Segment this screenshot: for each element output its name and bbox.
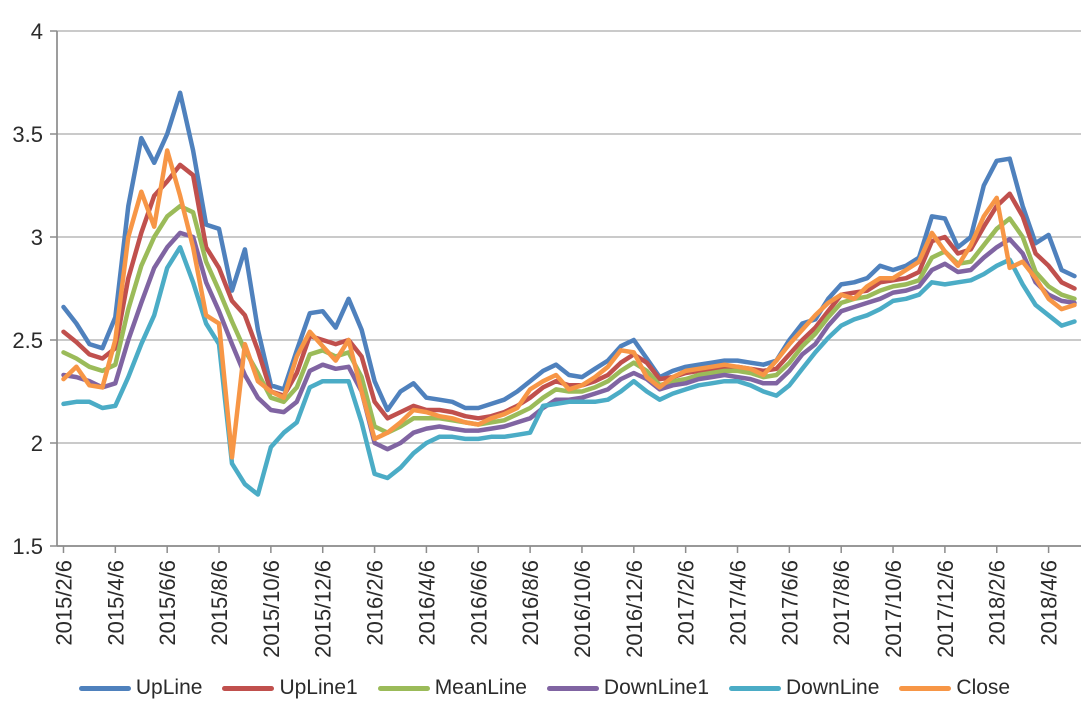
y-tick-label: 3 <box>31 225 43 250</box>
x-tick-label: 2015/12/6 <box>311 560 336 658</box>
legend-line-swatch-meanline <box>377 685 430 691</box>
legend-label-downline: DownLine <box>786 676 880 699</box>
x-tick-label: 2018/2/6 <box>985 560 1010 646</box>
legend-line-swatch-close <box>899 685 952 691</box>
x-tick-label: 2016/10/6 <box>570 560 595 658</box>
legend-label-upline1: UpLine1 <box>279 676 358 699</box>
y-tick-label: 2.5 <box>12 328 43 353</box>
legend-item-downline1: DownLine1 <box>546 676 709 700</box>
series-line-downline <box>61 245 1077 497</box>
legend-line-swatch-upline <box>78 685 131 691</box>
series-line-upline <box>61 90 1077 413</box>
y-tick-label: 2 <box>31 431 43 456</box>
legend-item-meanline: MeanLine <box>377 676 527 700</box>
x-tick-label: 2016/12/6 <box>622 560 647 658</box>
legend-label-meanline: MeanLine <box>434 676 527 699</box>
legend-label-downline1: DownLine1 <box>603 676 709 699</box>
legend-line-swatch-downline <box>729 685 781 691</box>
legend-label-close: Close <box>956 676 1011 699</box>
legend-item-upline1: UpLine1 <box>222 676 358 700</box>
x-tick-label: 2017/10/6 <box>881 560 906 658</box>
x-tick-label: 2015/2/6 <box>51 560 76 646</box>
legend-item-upline: UpLine <box>78 676 203 700</box>
x-tick-label: 2017/4/6 <box>726 560 751 646</box>
x-tick-label: 2018/4/6 <box>1037 560 1062 646</box>
x-tick-label: 2017/12/6 <box>933 560 958 658</box>
x-tick-label: 2015/6/6 <box>155 560 180 646</box>
x-tick-label: 2016/6/6 <box>466 560 491 646</box>
legend-item-close: Close <box>899 676 1010 700</box>
y-tick-label: 1.5 <box>12 534 43 559</box>
x-tick-label: 2016/8/6 <box>518 560 543 646</box>
y-tick-label: 4 <box>31 19 43 44</box>
x-tick-label: 2015/4/6 <box>103 560 128 646</box>
x-tick-label: 2017/8/6 <box>829 560 854 646</box>
x-tick-label: 2015/10/6 <box>259 560 284 658</box>
x-tick-label: 2016/2/6 <box>363 560 388 646</box>
series-line-close <box>61 148 1077 460</box>
legend-label-upline: UpLine <box>135 676 203 699</box>
legend-line-swatch-upline1 <box>222 685 275 691</box>
x-tick-label: 2017/2/6 <box>674 560 699 646</box>
legend-line-swatch-downline1 <box>546 685 599 691</box>
series-line-upline1 <box>61 162 1077 421</box>
x-tick-label: 2016/4/6 <box>414 560 439 646</box>
x-tick-label: 2015/8/6 <box>207 560 232 646</box>
legend-item-downline: DownLine <box>729 676 879 700</box>
chart-legend: UpLine UpLine1 MeanLine DownLine1 DownLine Cl… <box>0 666 1089 710</box>
x-tick-label: 2017/6/6 <box>777 560 802 646</box>
y-tick-label: 3.5 <box>12 122 43 147</box>
